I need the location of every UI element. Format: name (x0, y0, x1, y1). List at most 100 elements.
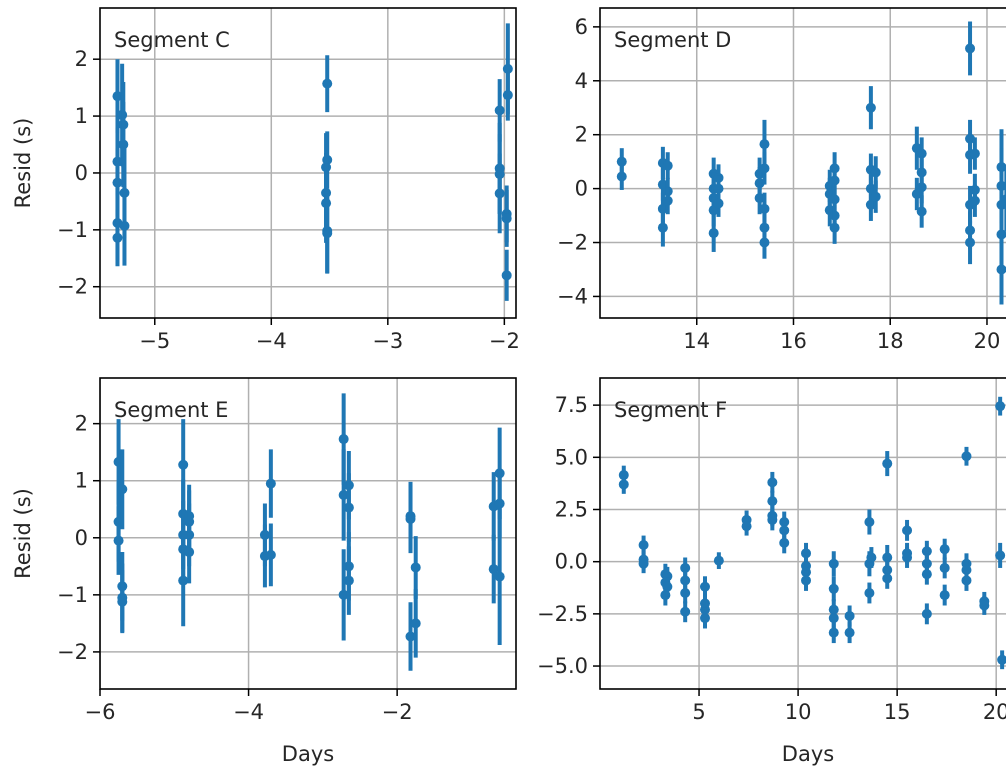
x-axis-label: Days (282, 742, 334, 766)
panel-1: −5 −4 −3 −2 −2 −1 0 1 2 Segment C Resid (s) (11, 7, 520, 353)
x-tick-label: 20 (983, 700, 1006, 724)
y-tick-label: 2 (575, 123, 588, 147)
data-point-31 (410, 562, 421, 573)
data-point-37 (865, 199, 876, 210)
axes-frame (599, 7, 1006, 319)
data-point-19 (713, 555, 724, 566)
y-tick-label: 2 (75, 412, 88, 436)
data-series (113, 393, 505, 671)
data-point-14 (680, 606, 691, 617)
data-point-42 (864, 587, 875, 598)
data-point-28 (779, 537, 790, 548)
x-tick-label: −4 (233, 700, 264, 724)
y-tick-label: 5.0 (555, 445, 588, 469)
data-point-16 (184, 547, 195, 558)
data-point-40 (864, 517, 875, 528)
data-point-33 (828, 558, 839, 569)
data-point-22 (759, 163, 770, 174)
data-point-59 (996, 264, 1006, 275)
y-axis-label: Resid (s) (11, 118, 35, 209)
data-point-60 (1001, 194, 1006, 205)
data-point-34 (828, 583, 839, 594)
data-point-5 (112, 232, 123, 243)
y-tick-label: 4 (575, 69, 588, 93)
data-point-12 (178, 575, 189, 586)
data-point-23 (502, 90, 513, 101)
data-point-27 (779, 525, 790, 536)
y-tick-label: 7.5 (555, 393, 588, 417)
data-point-3 (113, 535, 124, 546)
data-point-37 (494, 571, 505, 582)
data-point-17 (322, 228, 333, 239)
data-point-50 (902, 552, 913, 563)
data-point-48 (902, 525, 913, 536)
data-point-8 (118, 139, 129, 150)
data-point-43 (866, 552, 877, 563)
data-point-64 (995, 401, 1006, 412)
data-point-15 (699, 581, 710, 592)
y-tick-label: 2.5 (555, 497, 588, 521)
y-tick-label: 0 (75, 161, 88, 185)
data-point-46 (965, 43, 976, 54)
data-point-55 (939, 544, 950, 555)
data-point-30 (829, 175, 840, 186)
data-point-53 (921, 569, 932, 580)
data-series (616, 21, 1006, 305)
data-point-22 (767, 477, 778, 488)
y-tick-label: −1 (57, 583, 88, 607)
axes-frame (99, 377, 517, 690)
data-point-25 (767, 514, 778, 525)
data-point-8 (178, 459, 189, 470)
data-point-21 (741, 521, 752, 532)
data-point-44 (882, 458, 893, 469)
data-point-34 (488, 564, 499, 575)
data-point-54 (921, 608, 932, 619)
y-tick-label: 1 (75, 104, 88, 128)
data-point-13 (680, 587, 691, 598)
data-point-1 (616, 156, 627, 167)
x-tick-label: 14 (683, 329, 710, 353)
data-point-23 (767, 496, 778, 507)
grid-lines (600, 8, 1006, 318)
x-tick-label: 18 (877, 329, 904, 353)
data-point-1 (112, 91, 123, 102)
y-tick-label: −2.5 (537, 602, 588, 626)
x-tick-label: 15 (884, 700, 911, 724)
axes-frame (599, 377, 1006, 690)
data-point-51 (921, 546, 932, 557)
data-point-47 (882, 573, 893, 584)
x-tick-label: −2 (489, 329, 520, 353)
y-tick-label: −1 (57, 218, 88, 242)
data-point-2 (616, 171, 627, 182)
data-point-12 (680, 575, 691, 586)
data-point-21 (494, 188, 505, 199)
panel-4: 5 10 15 20 −5.0 −2.5 0.0 2.5 5.0 7.5 Segment F Days (537, 377, 1006, 766)
data-point-37 (828, 627, 839, 638)
data-point-2 (618, 479, 629, 490)
y-tick-label: 0 (575, 177, 588, 201)
y-axis-label: Resid (s) (11, 488, 35, 579)
y-tick-label: −4 (557, 284, 588, 308)
data-point-11 (322, 78, 333, 89)
data-point-20 (265, 549, 276, 560)
y-tick-label: −2 (557, 231, 588, 255)
data-point-39 (870, 191, 881, 202)
data-point-56 (939, 562, 950, 573)
data-point-32 (410, 618, 421, 629)
data-point-18 (494, 105, 505, 116)
data-point-21 (759, 139, 770, 150)
data-series (112, 23, 513, 301)
data-point-32 (801, 575, 812, 586)
y-tick-label: −5.0 (537, 654, 588, 678)
data-point-38 (844, 610, 855, 621)
data-point-51 (965, 237, 976, 248)
data-point-9 (662, 571, 673, 582)
data-point-42 (916, 148, 927, 159)
data-point-16 (713, 183, 724, 194)
data-point-65 (995, 550, 1006, 561)
panel-3: −6 −4 −2 −2 −1 0 1 2 Segment E Days Resid (s) (11, 377, 517, 766)
data-point-26 (501, 270, 512, 281)
data-point-38 (870, 167, 881, 178)
data-point-22 (338, 489, 349, 500)
x-tick-label: −3 (372, 329, 403, 353)
